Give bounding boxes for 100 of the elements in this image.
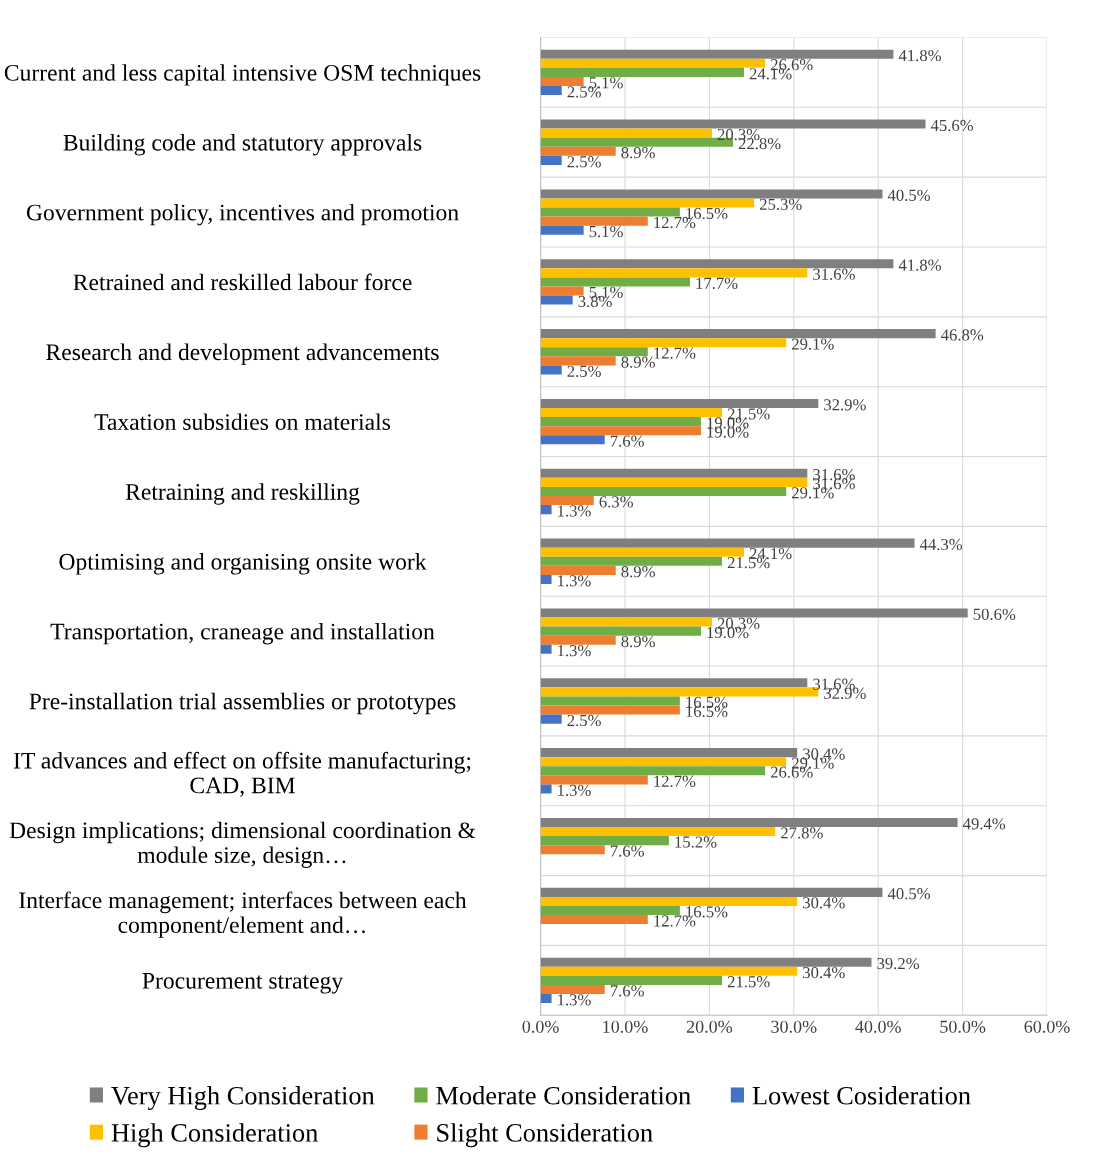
data-label: 15.2% <box>675 836 717 848</box>
data-label: 6.3% <box>599 496 633 508</box>
data-label: 44.3% <box>919 538 963 551</box>
bar <box>540 268 808 278</box>
data-label: 32.9% <box>824 399 866 411</box>
bar <box>540 678 808 688</box>
data-label: 50.6% <box>973 608 1016 621</box>
bar <box>540 407 723 418</box>
bar <box>540 435 605 445</box>
data-label: 8.9% <box>621 147 655 159</box>
data-label: 5.1% <box>589 225 623 238</box>
y-tick-label: IT advances and effect on offsite manufacturing; CAD, BIM <box>13 751 471 797</box>
y-tick-label: Taxation subsidies on materials <box>94 413 390 431</box>
x-tick-label: 0.0% <box>522 1020 559 1033</box>
bar <box>540 784 552 794</box>
bar <box>540 146 616 156</box>
bar <box>540 189 883 199</box>
bar <box>540 477 808 487</box>
bar <box>540 817 958 828</box>
bar <box>540 426 701 436</box>
data-label: 30.4% <box>803 897 845 909</box>
legend-label: Moderate Consideration <box>436 1086 691 1105</box>
data-label: 30.4% <box>803 966 845 979</box>
data-label: 40.5% <box>887 888 930 900</box>
x-tick-label: 30.0% <box>771 1020 817 1033</box>
data-label: 8.9% <box>621 566 655 578</box>
bar <box>540 207 680 217</box>
bar <box>540 748 798 758</box>
bar <box>540 608 968 618</box>
bar <box>540 198 755 208</box>
data-label: 21.5% <box>727 976 770 988</box>
data-label: 1.3% <box>558 505 591 517</box>
bar <box>540 49 894 59</box>
bar <box>540 86 562 96</box>
data-label: 8.9% <box>621 635 655 648</box>
data-label: 2.5% <box>567 365 601 377</box>
data-label: 39.2% <box>877 957 920 970</box>
data-label: 31.6% <box>813 268 855 280</box>
bar <box>540 338 787 348</box>
bar <box>540 58 766 68</box>
data-label: 25.3% <box>759 198 802 211</box>
y-tick-label: Optimising and organising onsite work <box>59 553 427 575</box>
bar <box>540 259 894 269</box>
bar <box>540 705 680 715</box>
data-label: 27.8% <box>781 827 823 839</box>
bar <box>540 957 872 967</box>
bar <box>540 975 723 985</box>
bar <box>540 644 552 654</box>
bar <box>540 505 552 515</box>
bar <box>540 277 690 287</box>
bar <box>540 984 605 994</box>
bar <box>540 295 573 305</box>
y-tick-label: Current and less capital intensive OSM techniques <box>4 64 481 86</box>
bar <box>540 775 648 785</box>
bar <box>540 216 648 226</box>
data-label: 7.6% <box>610 985 644 997</box>
bar <box>540 329 936 339</box>
bar <box>540 538 915 548</box>
y-tick-label: Government policy, incentives and promotion <box>26 203 459 226</box>
bar <box>540 845 605 855</box>
legend-label: Lowest Cosideration <box>752 1086 971 1105</box>
bar <box>540 915 648 925</box>
y-tick-label: Retraining and reskilling <box>125 483 360 505</box>
bar <box>540 993 552 1004</box>
bar <box>540 417 701 427</box>
bar <box>540 966 798 976</box>
y-tick-label: Building code and statutory approvals <box>63 134 422 156</box>
data-label: 1.3% <box>558 994 591 1006</box>
bar <box>540 128 712 138</box>
legend-label: Slight Consideration <box>437 1123 653 1148</box>
y-tick-label: Procurement strategy <box>142 973 344 994</box>
bar <box>540 365 562 375</box>
data-label: 2.5% <box>567 714 601 727</box>
bar <box>540 896 798 906</box>
bar <box>540 766 766 776</box>
legend-label: High Consideration <box>111 1123 318 1148</box>
data-label: 8.9% <box>621 356 655 368</box>
bar <box>540 486 787 496</box>
x-tick-label: 60.0% <box>1024 1020 1070 1033</box>
bar <box>540 119 926 129</box>
data-label: 7.6% <box>610 845 644 857</box>
bar <box>540 574 552 584</box>
bar <box>540 626 701 636</box>
data-label: 1.3% <box>558 784 591 797</box>
y-tick-label: Interface management; interfaces between each component/element and… <box>19 891 467 938</box>
bar <box>540 76 584 87</box>
y-tick-label: Transportation, craneage and installation <box>50 622 435 645</box>
data-label: 1.3% <box>558 645 591 657</box>
bar <box>540 827 776 837</box>
data-label: 29.1% <box>792 338 834 350</box>
bar <box>540 286 584 296</box>
bar <box>540 565 616 575</box>
y-tick-label: Research and development advancements <box>46 343 439 365</box>
bar <box>540 757 787 767</box>
data-label: 49.4% <box>962 818 1006 830</box>
y-tick-label: Design implications; dimensional coordination & module size, design… <box>9 821 476 868</box>
bar <box>540 887 883 897</box>
bar <box>540 356 616 366</box>
bar <box>540 547 745 557</box>
data-label: 1.3% <box>558 575 591 587</box>
